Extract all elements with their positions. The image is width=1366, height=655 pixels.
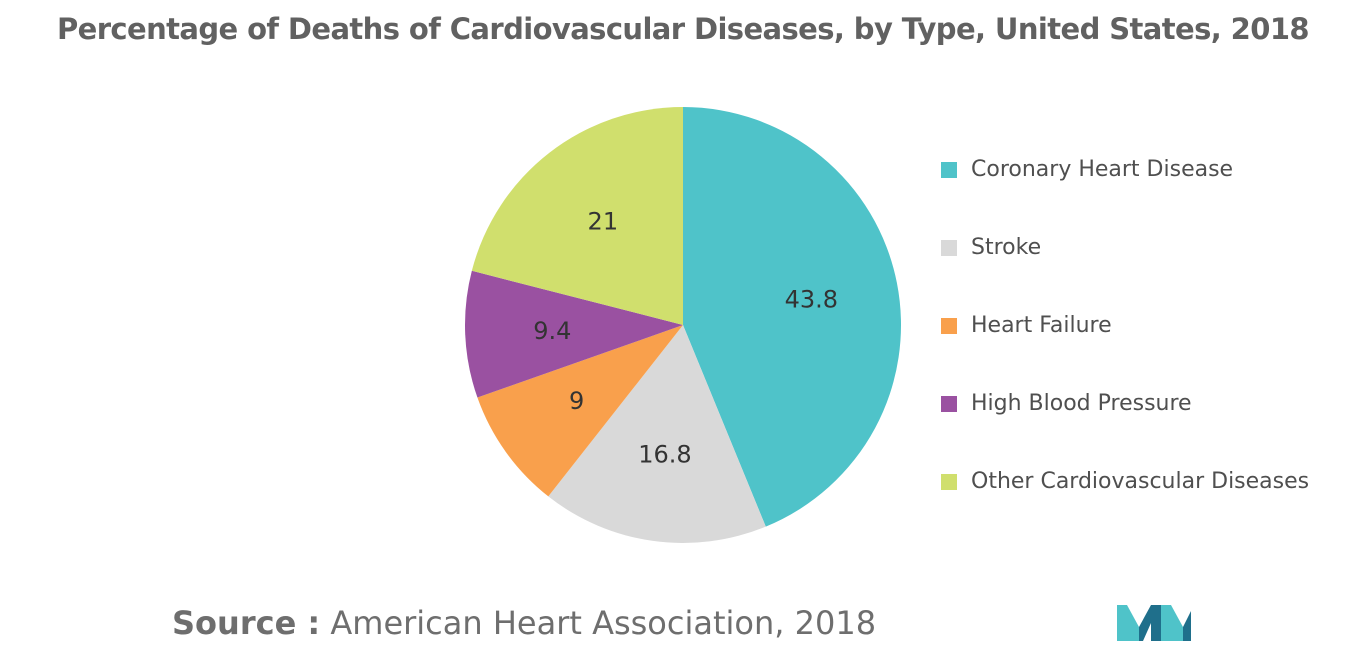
legend-swatch [941, 162, 957, 178]
legend-label: Other Cardiovascular Diseases [971, 469, 1310, 494]
source-label: Source : [172, 604, 321, 642]
pie-data-labels: 43.8 16.8 9 9.4 21 [533, 208, 838, 469]
legend-label: Heart Failure [971, 313, 1112, 338]
legend-swatch [941, 240, 957, 256]
legend-swatch [941, 318, 957, 334]
legend-swatch [941, 396, 957, 412]
legend-label: High Blood Pressure [971, 391, 1192, 416]
data-label-1: 43.8 [785, 286, 838, 314]
legend-label: Stroke [971, 235, 1042, 260]
pie-slice-4 [465, 270, 683, 398]
chart-title: Percentage of Deaths of Cardiovascular D… [56, 12, 1310, 46]
pie-slice-3 [477, 325, 683, 497]
pie-slice-2 [548, 325, 766, 543]
data-label-3: 9 [569, 387, 584, 415]
legend-label: Coronary Heart Disease [971, 157, 1234, 182]
data-label-2: 16.8 [638, 441, 691, 469]
source-note: Source : American Heart Association, 201… [172, 604, 876, 642]
mordor-logo-icon [1117, 605, 1191, 641]
legend-swatch [941, 474, 957, 490]
data-label-4: 9.4 [533, 317, 571, 345]
source-text: American Heart Association, 2018 [330, 604, 877, 642]
pie-slice-1 [683, 107, 901, 527]
pie-slices [465, 107, 901, 543]
data-label-5: 21 [588, 208, 619, 236]
pie-slice-5 [471, 107, 683, 325]
